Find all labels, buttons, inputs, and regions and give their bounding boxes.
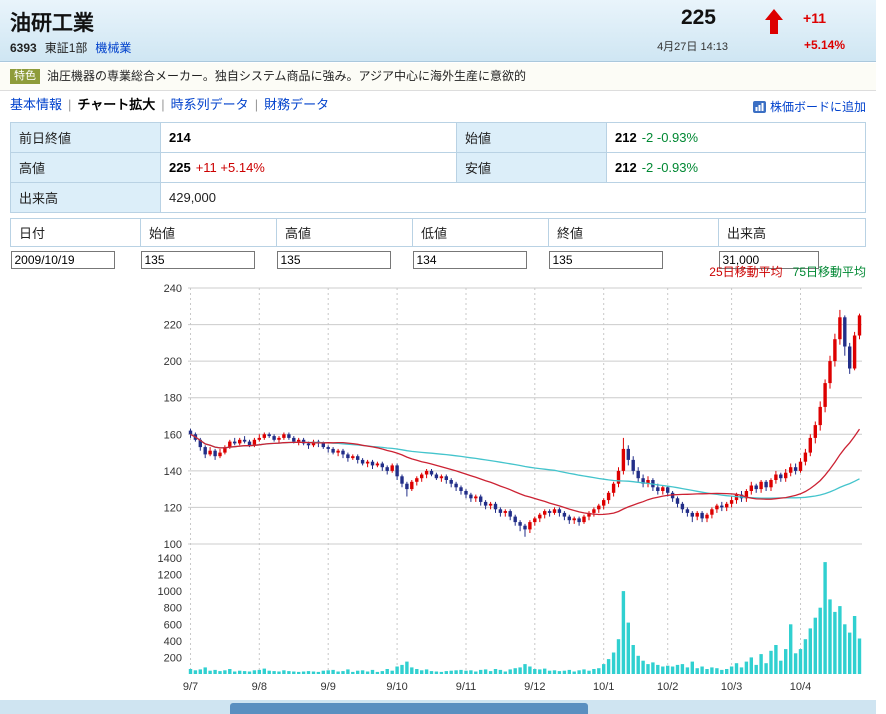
code-line: 6393 東証1部 機械業	[10, 39, 131, 56]
quote-datetime: 4月27日 14:13	[657, 41, 728, 53]
volume-label: 出来高	[10, 182, 161, 213]
nav-separator: |	[254, 97, 259, 112]
svg-text:9/11: 9/11	[456, 681, 477, 693]
svg-text:600: 600	[164, 619, 182, 631]
svg-text:140: 140	[164, 466, 182, 478]
svg-text:180: 180	[164, 393, 182, 405]
history-header-volume: 出来高	[718, 218, 866, 247]
nav-separator: |	[68, 97, 72, 112]
svg-text:9/8: 9/8	[252, 681, 267, 693]
low-input[interactable]	[412, 251, 527, 269]
nav-bar: 基本情報 | チャート拡大 | 時系列データ | 財務データ 株価ボードに追加	[0, 93, 876, 119]
history-header-open: 始値	[140, 218, 277, 247]
high-label: 高値	[10, 152, 161, 183]
legend-ma25: 25日移動平均	[709, 265, 783, 279]
history-input-row	[10, 247, 866, 269]
nav-item-financials[interactable]: 財務データ	[264, 97, 330, 112]
svg-text:160: 160	[164, 429, 182, 441]
feature-row: 特色 油圧機器の専業総合メーカー。独自システム商品に強み。アジア中心に海外生産に意…	[0, 63, 876, 91]
table-row: 前日終値 214 始値 212 -2 -0.93%	[10, 122, 866, 153]
feature-text: 油圧機器の専業総合メーカー。独自システム商品に強み。アジア中心に海外生産に意欲的	[47, 69, 527, 83]
history-header-low: 低値	[412, 218, 549, 247]
volume-value: 429,000	[160, 182, 866, 213]
legend-ma75: 75日移動平均	[792, 265, 866, 279]
feature-badge: 特色	[10, 69, 40, 84]
date-input[interactable]	[10, 251, 115, 269]
add-to-board-label: 株価ボードに追加	[769, 100, 866, 114]
svg-text:10/1: 10/1	[593, 681, 614, 693]
table-row: 出来高 429,000	[10, 182, 866, 213]
svg-text:1400: 1400	[158, 553, 182, 565]
low-value: 212 -2 -0.93%	[606, 152, 866, 183]
close-input[interactable]	[548, 251, 663, 269]
history-table: 日付 始値 高値 低値 終値 出来高	[10, 218, 866, 269]
nav-item-time-series[interactable]: 時系列データ	[170, 97, 249, 112]
company-name: 油研工業	[10, 12, 94, 35]
svg-text:10/4: 10/4	[790, 681, 811, 693]
price-change: +11	[803, 10, 826, 26]
svg-text:200: 200	[164, 652, 182, 664]
svg-text:200: 200	[164, 356, 182, 368]
svg-text:1000: 1000	[158, 586, 182, 598]
high-input[interactable]	[276, 251, 391, 269]
svg-text:800: 800	[164, 603, 182, 615]
industry-link[interactable]: 機械業	[95, 41, 132, 55]
nav-item-chart-zoom: チャート拡大	[77, 97, 156, 112]
svg-text:9/10: 9/10	[386, 681, 407, 693]
svg-text:120: 120	[164, 502, 182, 514]
add-to-board-link[interactable]: 株価ボードに追加	[752, 95, 866, 119]
volume-input[interactable]	[718, 251, 819, 269]
svg-text:100: 100	[164, 539, 182, 551]
svg-text:220: 220	[164, 320, 182, 332]
open-input[interactable]	[140, 251, 255, 269]
history-header-high: 高値	[276, 218, 413, 247]
open-change: -2 -0.93%	[641, 130, 699, 145]
open-value: 212 -2 -0.93%	[606, 122, 866, 153]
high-change: +11 +5.14%	[195, 160, 265, 175]
svg-text:10/3: 10/3	[721, 681, 742, 693]
stock-chart: 240 220 200 180 160 140 120 100 1400 1200 1000 800 6…	[158, 283, 862, 693]
footer-band	[0, 700, 876, 714]
price-up-arrow-icon	[764, 9, 784, 35]
nav-item-basic-info[interactable]: 基本情報	[10, 97, 63, 112]
svg-text:9/12: 9/12	[524, 681, 545, 693]
low-change: -2 -0.93%	[641, 160, 699, 175]
prev-close-label: 前日終値	[10, 122, 161, 153]
history-header-row: 日付 始値 高値 低値 終値 出来高	[10, 218, 866, 247]
history-header-close: 終値	[548, 218, 719, 247]
footer-bar	[230, 703, 588, 714]
svg-text:240: 240	[164, 283, 182, 295]
svg-text:9/7: 9/7	[183, 681, 198, 693]
svg-text:10/2: 10/2	[657, 681, 678, 693]
high-value: 225 +11 +5.14%	[160, 152, 457, 183]
low-label: 安値	[456, 152, 607, 183]
svg-text:9/9: 9/9	[321, 681, 336, 693]
chart-legend: 25日移動平均 75日移動平均	[709, 263, 866, 280]
current-price: 225	[680, 6, 716, 29]
quote-table: 前日終値 214 始値 212 -2 -0.93% 高値 225 +11 +5.14…	[10, 122, 866, 213]
header: 油研工業 6393 東証1部 機械業 225 4月27日 14:13 +11 +5.…	[0, 0, 876, 62]
price-change-percent: +5.14%	[803, 38, 845, 52]
svg-text:400: 400	[164, 636, 182, 648]
history-header-date: 日付	[10, 218, 141, 247]
svg-text:1200: 1200	[158, 570, 182, 582]
exchange-label: 東証1部	[44, 41, 88, 55]
nav-separator: |	[161, 97, 165, 112]
board-icon	[752, 97, 766, 113]
prev-close-value: 214	[160, 122, 457, 153]
stock-code: 6393	[10, 41, 37, 55]
open-label: 始値	[456, 122, 607, 153]
table-row: 高値 225 +11 +5.14% 安値 212 -2 -0.93%	[10, 152, 866, 183]
